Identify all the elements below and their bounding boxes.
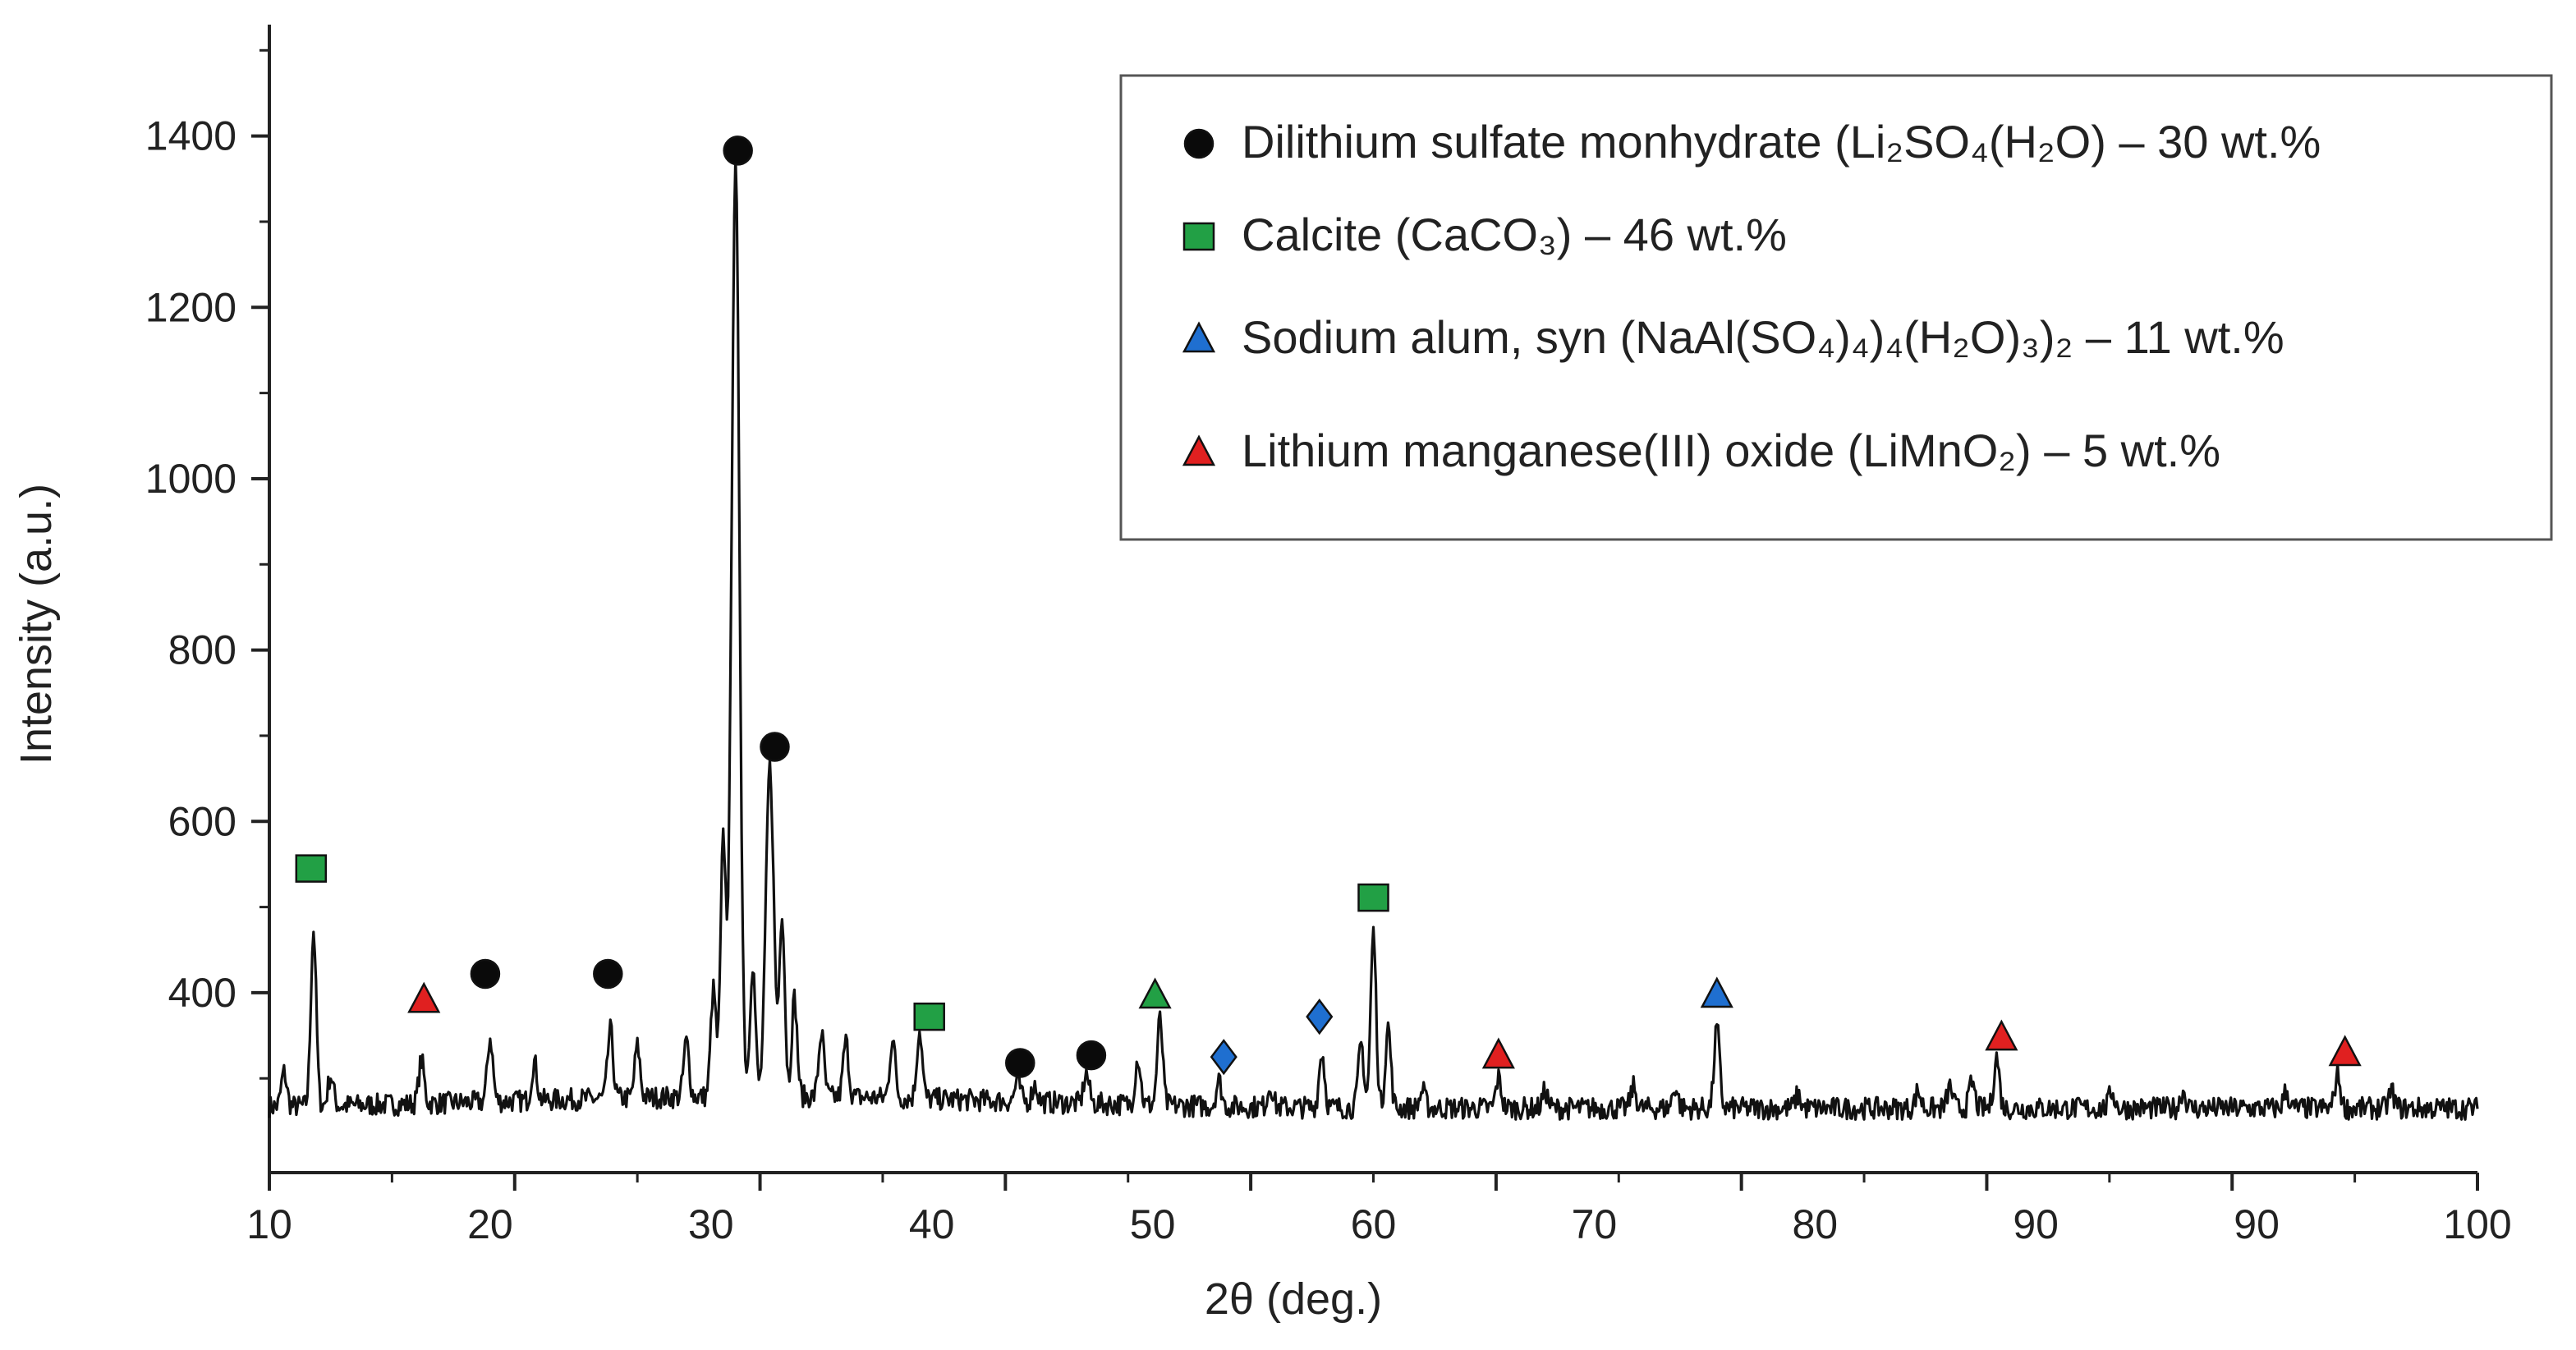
diamond-marker (1306, 999, 1334, 1035)
y-axis-title: Intensity (a.u.) (11, 484, 61, 765)
legend-circle-icon (1183, 128, 1215, 159)
legend-entry-2: Calcite (CaCO₃) – 46 wt.% (1242, 209, 1787, 260)
circle-marker (1076, 1040, 1107, 1071)
x-tick-label: 60 (1351, 1201, 1397, 1247)
y-tick-label: 1200 (145, 284, 236, 330)
y-tick-label: 1000 (145, 456, 236, 502)
triangle-marker (1700, 976, 1733, 1008)
y-tick-label: 800 (168, 627, 236, 673)
tick-labels: 400 600 800 1000 1200 1400 10 20 30 40 50 60 70 80 90 9… (145, 113, 2512, 1247)
diffraction-trace (268, 155, 2479, 1121)
legend-entry-4: Lithium manganese(III) oxide (LiMnO₂) – … (1242, 425, 2220, 476)
diamond-marker (1210, 1039, 1237, 1076)
legend-triangle-icon (1182, 434, 1216, 466)
legend-triangle-icon (1182, 321, 1216, 353)
trace-line (268, 155, 2479, 1121)
y-tick-label: 400 (168, 970, 236, 1016)
legend-square-icon (1182, 222, 1215, 251)
square-marker (295, 854, 328, 883)
phase-markers (295, 135, 2362, 1078)
square-marker (913, 1002, 945, 1031)
circle-marker (593, 958, 623, 990)
x-tick-label: 100 (2443, 1201, 2511, 1247)
triangle-marker (1138, 977, 1172, 1009)
x-tick-label: 30 (688, 1201, 734, 1247)
x-tick-label: 80 (1792, 1201, 1838, 1247)
legend: Dilithium sulfate monhydrate (Li₂SO₄(H₂O… (1119, 74, 2553, 541)
x-tick-label: 50 (1130, 1201, 1176, 1247)
circle-marker (723, 135, 753, 166)
triangle-marker (2328, 1035, 2362, 1067)
square-marker (1357, 883, 1389, 912)
circle-marker (1005, 1048, 1035, 1078)
legend-entry-3: Sodium alum, syn (NaAl(SO₄)₄)₄(H₂O)₃)₂ –… (1242, 311, 2284, 363)
circle-marker (470, 958, 501, 990)
y-tick-label: 1400 (145, 113, 236, 159)
x-tick-label: 10 (246, 1201, 292, 1247)
triangle-marker (1481, 1037, 1515, 1069)
axes (251, 25, 2479, 1191)
triangle-marker (1985, 1019, 2018, 1051)
x-tick-label: 90 (2234, 1201, 2280, 1247)
x-tick-label: 40 (909, 1201, 955, 1247)
circle-marker (760, 732, 790, 762)
legend-entry-1: Dilithium sulfate monhydrate (Li₂SO₄(H₂O… (1242, 116, 2321, 168)
y-tick-label: 600 (168, 798, 236, 844)
x-tick-label: 70 (1572, 1201, 1618, 1247)
x-tick-label: 90 (2013, 1201, 2059, 1247)
triangle-marker (407, 981, 441, 1013)
legend-frame (1119, 74, 2553, 541)
x-tick-label: 20 (467, 1201, 513, 1247)
x-axis-title: 2θ (deg.) (1205, 1274, 1382, 1324)
